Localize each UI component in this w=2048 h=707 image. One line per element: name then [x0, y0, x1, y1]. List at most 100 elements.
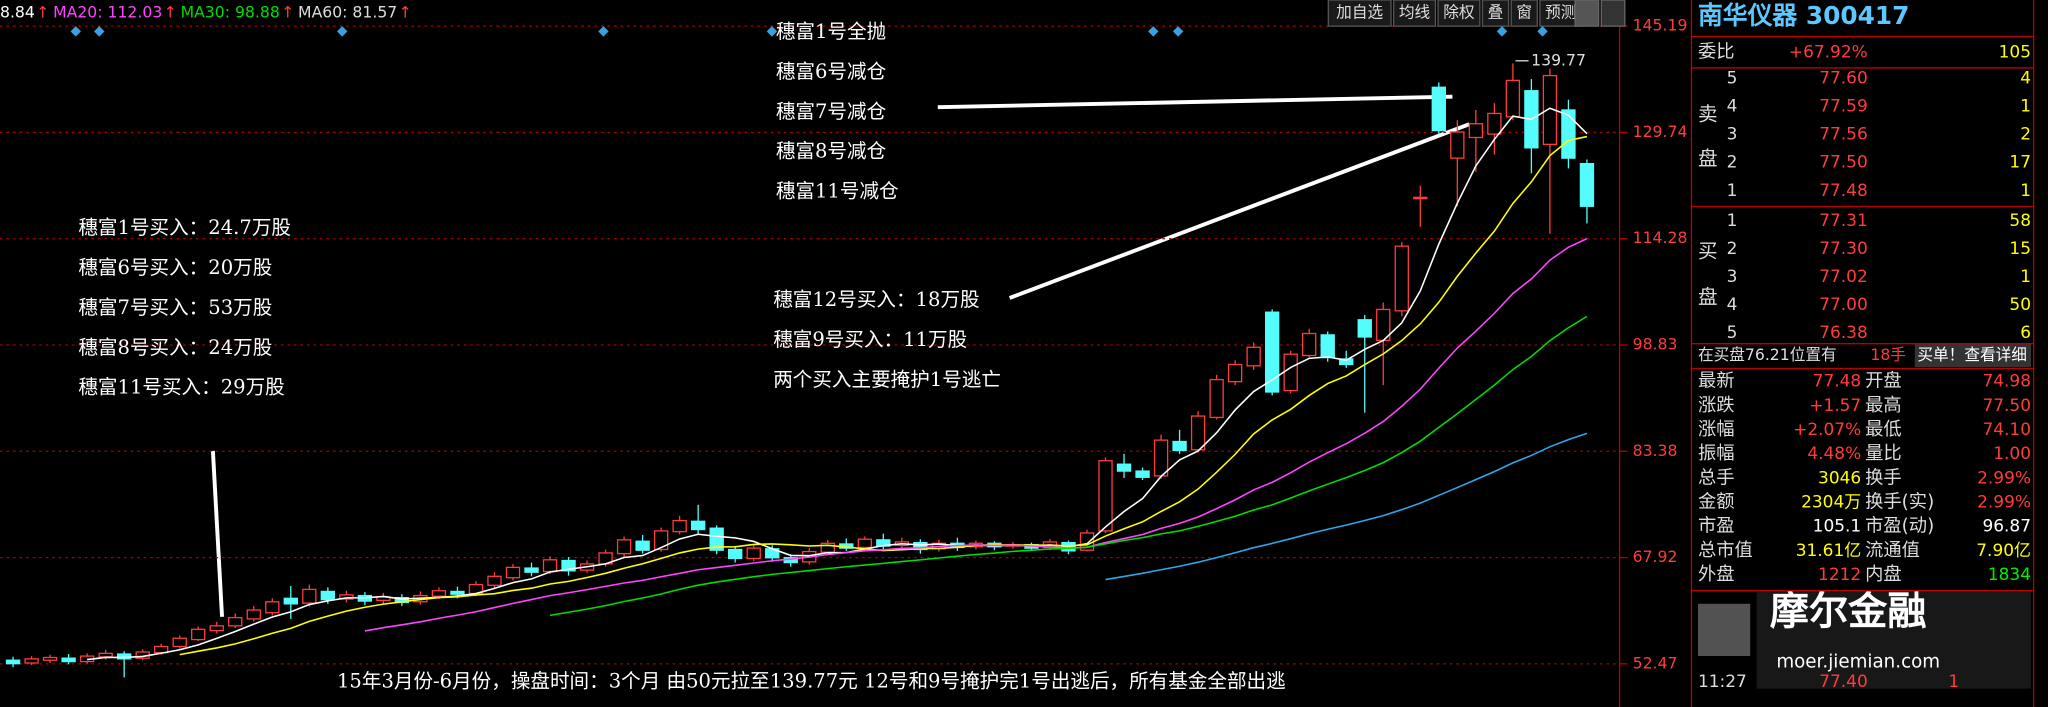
toolbar-label[interactable]: 均线	[1399, 3, 1431, 22]
candle-body	[1135, 470, 1150, 478]
quote-value: +2.07%	[1793, 420, 1861, 440]
candle-body	[1209, 378, 1224, 419]
candle-body	[1246, 346, 1261, 367]
footer-note: 15年3月份-6月份，操盘时间：3个月 由50元拉至139.77元 12号和9号…	[337, 670, 1286, 693]
tick-volume: 1	[1948, 672, 1959, 692]
ma-legend: MA20: 112.03	[53, 3, 162, 22]
quote-label: 市盈(动)	[1865, 516, 1934, 537]
candle-body	[672, 519, 687, 533]
book-price: 77.56	[1819, 125, 1868, 145]
watermark: 摩尔金融	[1770, 590, 1927, 635]
candle-body	[616, 539, 632, 555]
annotation: 穗富8号买入：24万股	[78, 336, 272, 359]
y-tick-label: 67.92	[1633, 547, 1678, 566]
candle-body	[1468, 123, 1484, 139]
annotation: 穗富6号减仓	[776, 60, 886, 83]
quote-value: 74.10	[1982, 420, 2031, 440]
book-volume: 1	[2020, 181, 2031, 201]
quote-value: 1.00	[1993, 444, 2031, 464]
candle-body	[1190, 415, 1206, 451]
quote-label: 总手	[1698, 467, 1735, 488]
candle-body	[283, 597, 298, 605]
candle-body	[5, 659, 21, 665]
quote-label: 最低	[1865, 419, 1902, 440]
ma-line	[1105, 432, 1588, 581]
book-price: 76.38	[1819, 323, 1868, 343]
notice-button[interactable]: 买单！查看详细	[1917, 345, 2027, 364]
book-price: 77.59	[1819, 97, 1868, 117]
candle-body	[98, 652, 113, 658]
candle-body	[1339, 358, 1354, 366]
candle-body	[1505, 79, 1521, 118]
candle-body	[542, 559, 558, 573]
watermark-logo	[1697, 603, 1751, 657]
book-price: 77.31	[1819, 211, 1868, 231]
toolbar-button[interactable]	[1392, 0, 1437, 27]
quote-value: 105.1	[1813, 517, 1862, 537]
event-marker	[1537, 26, 1548, 37]
book-level: 3	[1727, 125, 1738, 145]
tick-price: 77.40	[1819, 672, 1868, 692]
quote-value: +1.57	[1809, 396, 1861, 416]
candle-body	[431, 590, 447, 597]
book-level: 1	[1727, 211, 1738, 231]
quote-label: 换手(实)	[1865, 491, 1934, 512]
toolbar-button[interactable]	[1327, 0, 1392, 27]
toolbar-label[interactable]: 叠	[1488, 3, 1504, 22]
annotation: 穗富8号减仓	[776, 140, 886, 163]
book-volume: 17	[2009, 153, 2031, 173]
candle-body	[561, 559, 576, 572]
candle-body	[1283, 353, 1298, 392]
quote-label: 市盈	[1698, 516, 1735, 537]
annotation: 穗富1号全抛	[776, 20, 886, 43]
candle-body	[1561, 109, 1576, 159]
quote-label: 量比	[1865, 443, 1902, 464]
candle-body	[1098, 460, 1113, 532]
book-volume: 4	[2020, 68, 2031, 88]
ma-arrow: ↑	[399, 3, 412, 22]
y-tick-label: 83.38	[1633, 441, 1678, 460]
book-level: 2	[1727, 153, 1738, 173]
candle-body	[524, 567, 539, 573]
event-marker	[598, 26, 609, 37]
quote-value: 4.48%	[1807, 444, 1861, 464]
annotation: 穗富1号买入：24.7万股	[78, 216, 291, 239]
quote-value: 77.48	[1813, 372, 1862, 392]
toolbar-button[interactable]	[1437, 0, 1481, 27]
toolbar-label[interactable]: 除权	[1443, 3, 1475, 22]
toolbar-label[interactable]: 窗	[1516, 3, 1532, 22]
detail-button[interactable]	[1914, 343, 2032, 368]
quote-value: 31.61亿	[1796, 541, 1862, 561]
quote-label: 内盘	[1865, 564, 1902, 585]
y-tick-label: 145.19	[1633, 16, 1688, 35]
quote-value: 96.87	[1982, 517, 2031, 537]
book-price: 77.60	[1819, 68, 1868, 88]
candle-body	[487, 575, 502, 586]
quote-label: 外盘	[1698, 564, 1735, 585]
book-volume: 1	[2020, 267, 2031, 287]
quote-value: 2304万	[1801, 492, 1861, 512]
book-volume: 50	[2009, 295, 2031, 315]
toolbar-button[interactable]	[1481, 0, 1510, 27]
candle-body	[746, 547, 761, 560]
candle-body	[228, 616, 243, 627]
event-marker	[1172, 26, 1184, 37]
candle-body	[1302, 332, 1317, 357]
high-label: 139.77	[1531, 50, 1586, 69]
ma-arrow: ↑	[164, 3, 177, 22]
toolbar-label[interactable]: 加自选	[1336, 3, 1383, 22]
annotation: 穗富11号减仓	[776, 180, 899, 203]
candle-body	[24, 658, 39, 664]
candle-body	[191, 628, 206, 641]
book-price: 77.30	[1819, 239, 1868, 259]
candle-body	[209, 625, 224, 632]
toolbar-label[interactable]: 预测	[1545, 3, 1576, 22]
ma-arrow: ↑	[281, 3, 294, 22]
book-level: 4	[1727, 295, 1738, 315]
toolbar-button[interactable]	[1510, 0, 1538, 27]
notice: 18手	[1870, 345, 1906, 364]
y-tick-label: 129.74	[1633, 122, 1688, 141]
quote-label: 开盘	[1865, 371, 1902, 392]
ma-arrow: ↑	[36, 3, 49, 22]
